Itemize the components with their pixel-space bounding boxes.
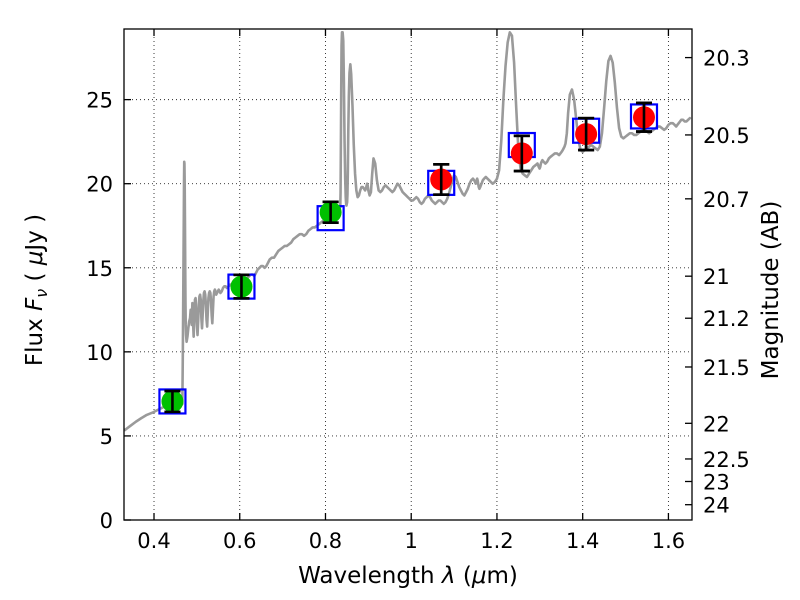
x-tick-label-3: 1 xyxy=(405,529,418,553)
y2-axis-title-text: Magnitude (AB) xyxy=(758,201,784,380)
y2-tick-label-1: 20.5 xyxy=(703,124,750,148)
y2-tick-label-4: 21.2 xyxy=(703,307,750,331)
spectrum-curve xyxy=(124,31,692,432)
y-tick-label-2: 10 xyxy=(86,341,113,365)
y2-tick-label-7: 22.5 xyxy=(703,448,750,472)
data-point-group-4 xyxy=(427,163,456,196)
x-tick-label-2: 0.8 xyxy=(309,529,342,553)
y2-tick-label-6: 22 xyxy=(703,412,730,436)
y-tick-label-5: 25 xyxy=(86,89,113,113)
data-point-group-7 xyxy=(629,101,659,133)
x-axis-title: Wavelength λ (μm) xyxy=(298,563,518,589)
y-axis-title: Flux Fν ( μJy ) xyxy=(22,214,51,366)
svg-text:Wavelength λ (μm): Wavelength λ (μm) xyxy=(298,563,518,589)
model-photometry-square xyxy=(158,388,187,415)
y-tick-label-3: 15 xyxy=(86,257,113,281)
data-point-group-3 xyxy=(316,200,345,232)
x-tick-label-5: 1.4 xyxy=(566,529,599,553)
x-tick-label-6: 1.6 xyxy=(652,529,685,553)
y-tick-label-0: 0 xyxy=(100,509,113,533)
y2-tick-label-8: 23 xyxy=(703,470,730,494)
y2-axis-title: Magnitude (AB) xyxy=(758,201,784,380)
axis-ticks xyxy=(124,29,692,521)
data-points xyxy=(158,101,659,415)
x-tick-label-1: 0.6 xyxy=(223,529,256,553)
axis-tick-labels: 0.4 0.6 0.8 1 1.2 1.4 1.6 0 5 10 15 20 25 20.3 20.5 20.… xyxy=(86,47,750,553)
data-point-group-5 xyxy=(507,131,536,173)
gridlines xyxy=(124,29,692,520)
axes-rectangle xyxy=(123,28,693,521)
data-point-group-6 xyxy=(572,116,601,152)
svg-text:Flux Fν ( μJy ): Flux Fν ( μJy ) xyxy=(22,214,51,366)
data-point-group-2 xyxy=(227,273,256,300)
y2-tick-label-9: 24 xyxy=(703,494,730,518)
data-point-group-1 xyxy=(158,388,187,415)
y-tick-label-4: 20 xyxy=(86,173,113,197)
x-tick-label-0: 0.4 xyxy=(137,529,170,553)
y2-tick-label-5: 21.5 xyxy=(703,356,750,380)
x-tick-label-4: 1.2 xyxy=(480,529,513,553)
y-tick-label-1: 5 xyxy=(100,425,113,449)
axes-frame xyxy=(123,28,693,521)
y2-tick-label-0: 20.3 xyxy=(703,47,750,71)
y2-tick-label-3: 21 xyxy=(703,265,730,289)
model-spectrum-line xyxy=(124,31,692,432)
y2-tick-label-2: 20.7 xyxy=(703,188,750,212)
